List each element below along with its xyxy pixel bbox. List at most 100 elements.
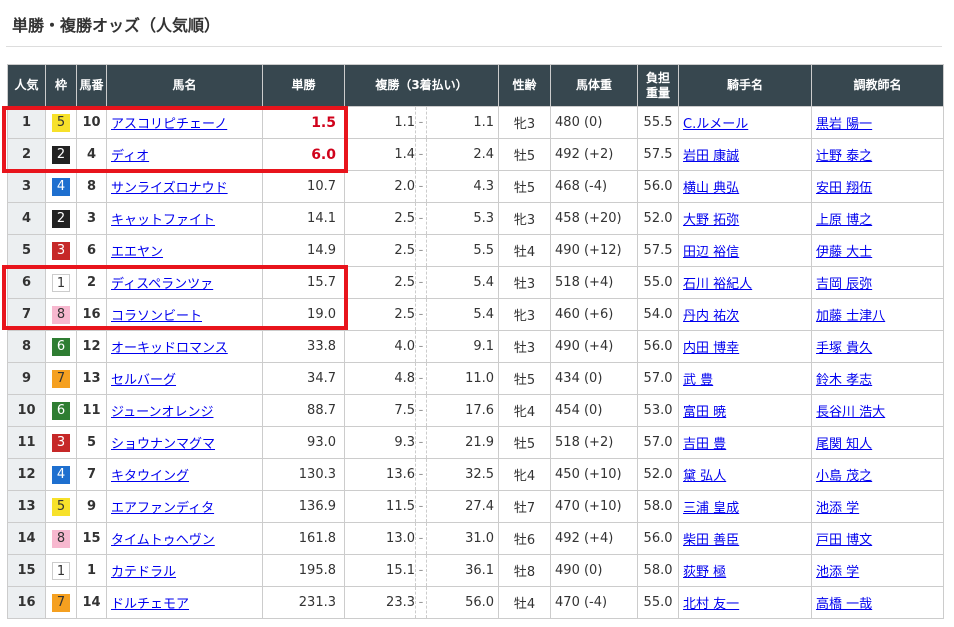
win-odds-cell: 19.0 [262,298,345,331]
header-weight: 馬体重 [550,64,639,107]
place-min-cell: 23.3 [344,586,416,619]
trainer-link[interactable]: 安田 翔伍 [816,181,873,196]
horse-name-link[interactable]: サンライズロナウド [111,181,228,196]
jockey-link[interactable]: 武 豊 [683,373,714,388]
jockey-link[interactable]: 北村 友一 [683,597,740,612]
sex-age-cell: 牡6 [498,522,552,555]
horse-name-link[interactable]: ショウナンマグマ [111,437,216,452]
jockey-cell: 丹内 祐次 [678,298,813,331]
jockey-link[interactable]: 荻野 極 [683,565,727,580]
horse-name-link[interactable]: キャットファイト [111,213,216,228]
jockey-link[interactable]: 三浦 皇成 [683,501,740,516]
sex-age-cell: 牡5 [498,426,552,459]
trainer-link[interactable]: 長谷川 浩大 [816,405,886,420]
popularity-cell: 10 [7,394,46,427]
place-min-cell: 2.5 [344,298,416,331]
trainer-link[interactable]: 高橋 一哉 [816,597,873,612]
trainer-link[interactable]: 辻野 泰之 [816,149,873,164]
body-weight-cell: 492 (+4) [550,522,639,555]
place-max-cell: 2.4 [426,138,500,171]
horse-number-cell: 6 [76,234,107,267]
table-row: 11 3 5 ショウナンマグマ 93.0 9.3-21.9 牡5 518 (+2) 57.0 吉田… [7,426,945,459]
frame-badge: 2 [52,145,70,164]
frame-badge: 4 [52,177,70,196]
jockey-link[interactable]: 吉田 豊 [683,437,727,452]
place-separator-cell: - [415,266,427,299]
frame-cell: 6 [45,330,77,363]
horse-name-link[interactable]: オーキッドロマンス [111,341,228,356]
horse-name-link[interactable]: ドルチェモア [111,597,190,612]
frame-badge: 8 [52,305,70,324]
sex-age-cell: 牡5 [498,362,552,395]
jockey-link[interactable]: 柴田 善臣 [683,533,740,548]
jockey-link[interactable]: 丹内 祐次 [683,309,740,324]
jockey-link[interactable]: 黛 弘人 [683,469,727,484]
trainer-link[interactable]: 上原 博之 [816,213,873,228]
burden-weight-cell: 58.0 [637,490,680,523]
horse-name-link[interactable]: ディスペランツァ [111,277,214,292]
jockey-link[interactable]: 大野 拓弥 [683,213,740,228]
horse-number-cell: 8 [76,170,107,203]
page-title: 単勝・複勝オッズ（人気順） [12,16,221,35]
horse-name-link[interactable]: コラソンビート [111,309,203,324]
frame-badge: 2 [52,209,70,228]
sex-age-cell: 牡3 [498,266,552,299]
place-max-cell: 56.0 [426,586,500,619]
horse-name-cell: サンライズロナウド [106,170,263,203]
horse-name-link[interactable]: エアファンディタ [111,501,215,516]
table-row: 12 4 7 キタウイング 130.3 13.6-32.5 牝4 450 (+10) 52.0 黛… [7,458,945,491]
jockey-link[interactable]: 石川 裕紀人 [683,277,753,292]
horse-name-link[interactable]: ジューンオレンジ [111,405,214,420]
jockey-link[interactable]: 岩田 康誠 [683,149,740,164]
horse-name-link[interactable]: タイムトゥヘヴン [111,533,215,548]
place-max-cell: 36.1 [426,554,500,587]
popularity-cell: 6 [7,266,46,299]
trainer-link[interactable]: 池添 学 [816,565,860,580]
place-max-cell: 31.0 [426,522,500,555]
horse-name-link[interactable]: アスコリピチェーノ [111,117,228,132]
trainer-link[interactable]: 黒岩 陽一 [816,117,873,132]
trainer-link[interactable]: 手塚 貴久 [816,341,873,356]
place-min-cell: 11.5 [344,490,416,523]
trainer-link[interactable]: 伊藤 大士 [816,245,873,260]
place-separator-cell: - [415,458,427,491]
horse-name-link[interactable]: エエヤン [111,245,164,260]
horse-name-link[interactable]: セルバーグ [111,373,177,388]
horse-name-link[interactable]: カテドラル [111,565,177,580]
frame-cell: 1 [45,554,77,587]
jockey-cell: 武 豊 [678,362,813,395]
sex-age-cell: 牡5 [498,170,552,203]
frame-badge: 7 [52,369,70,388]
popularity-cell: 12 [7,458,46,491]
trainer-link[interactable]: 小島 茂之 [816,469,873,484]
jockey-link[interactable]: 内田 博幸 [683,341,740,356]
jockey-link[interactable]: 富田 暁 [683,405,727,420]
horse-name-cell: セルバーグ [106,362,263,395]
frame-badge: 5 [52,497,70,516]
trainer-link[interactable]: 加藤 士津八 [816,309,886,324]
table-row: 3 4 8 サンライズロナウド 10.7 2.0-4.3 牡5 468 (-4) 56.0 横山 … [7,170,945,203]
trainer-link[interactable]: 鈴木 孝志 [816,373,873,388]
win-odds-cell: 14.9 [262,234,345,267]
table-row: 7 8 16 コラソンビート 19.0 2.5-5.4 牝3 460 (+6) 54.0 丹内 祐… [7,298,945,331]
jockey-cell: 吉田 豊 [678,426,813,459]
place-separator-cell: - [415,394,427,427]
jockey-link[interactable]: 横山 典弘 [683,181,740,196]
trainer-link[interactable]: 尾関 知人 [816,437,873,452]
trainer-link[interactable]: 池添 学 [816,501,860,516]
burden-weight-cell: 55.0 [637,586,680,619]
trainer-link[interactable]: 戸田 博文 [816,533,873,548]
table-row: 10 6 11 ジューンオレンジ 88.7 7.5-17.6 牝4 454 (0) 53.0 富田… [7,394,945,427]
jockey-link[interactable]: 田辺 裕信 [683,245,740,260]
horse-name-cell: ドルチェモア [106,586,263,619]
win-odds-cell: 231.3 [262,586,345,619]
horse-name-link[interactable]: ディオ [111,149,150,164]
place-min-cell: 1.1 [344,106,416,139]
trainer-link[interactable]: 吉岡 辰弥 [816,277,873,292]
horse-name-link[interactable]: キタウイング [111,469,190,484]
table-row: 8 6 12 オーキッドロマンス 33.8 4.0-9.1 牡3 490 (+4) 56.0 内田… [7,330,945,363]
sex-age-cell: 牡3 [498,330,552,363]
popularity-cell: 16 [7,586,46,619]
body-weight-cell: 492 (+2) [550,138,639,171]
jockey-link[interactable]: C.ルメール [683,117,749,132]
